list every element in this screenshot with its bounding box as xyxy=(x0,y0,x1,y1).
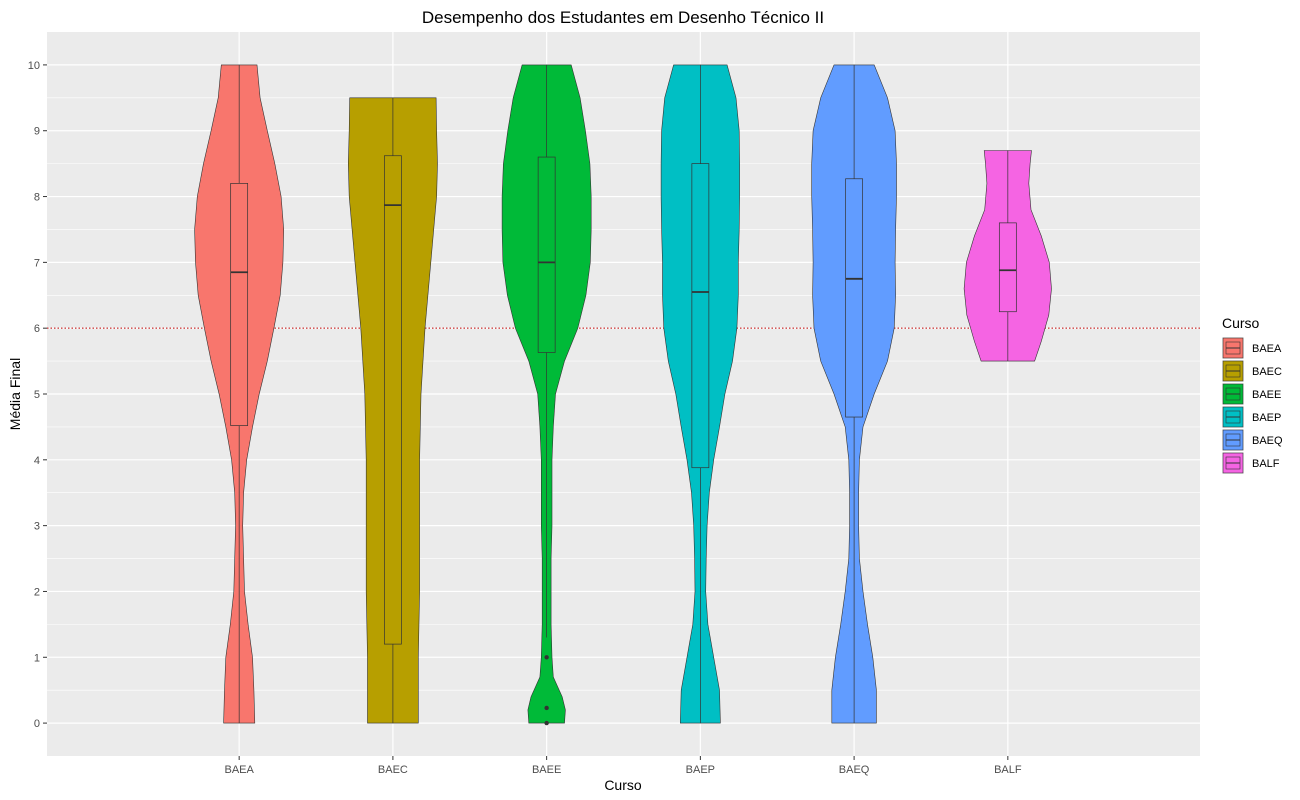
legend-label: BAEE xyxy=(1252,389,1281,401)
x-tick-label: BALF xyxy=(994,764,1022,776)
violins xyxy=(194,64,1052,726)
violin-baee xyxy=(501,64,592,726)
box xyxy=(691,163,710,469)
legend: Curso BAEA BAEC BAEE BAEP BAEQ BALF xyxy=(1222,315,1283,474)
y-tick-label: 6 xyxy=(34,323,40,335)
x-tick-label: BAEP xyxy=(686,764,715,776)
chart-title: Desempenho dos Estudantes em Desenho Téc… xyxy=(422,8,824,27)
legend-label: BAEQ xyxy=(1252,435,1283,447)
legend-label: BAEA xyxy=(1252,343,1282,355)
x-tick-label: BAEC xyxy=(378,764,408,776)
legend-key-baee: BAEE xyxy=(1222,383,1281,405)
box xyxy=(998,222,1017,313)
box xyxy=(537,156,556,353)
legend-label: BAEP xyxy=(1252,412,1281,424)
y-axis-title: Média Final xyxy=(7,358,23,430)
legend-title: Curso xyxy=(1222,315,1260,331)
y-axis-ticks: 0 1 2 3 4 5 6 7 8 9 10 xyxy=(28,60,47,730)
outlier-point xyxy=(544,705,549,711)
outlier-point xyxy=(544,720,549,726)
x-tick-label: BAEA xyxy=(224,764,254,776)
y-tick-label: 0 xyxy=(34,718,40,730)
legend-key-baeq: BAEQ xyxy=(1222,429,1283,451)
y-tick-label: 5 xyxy=(34,389,40,401)
legend-label: BALF xyxy=(1252,458,1280,470)
x-tick-label: BAEE xyxy=(532,764,561,776)
x-axis-title: Curso xyxy=(604,777,642,793)
x-axis-ticks: BAEA BAEC BAEE BAEP BAEQ BALF xyxy=(224,756,1022,776)
legend-label: BAEC xyxy=(1252,366,1282,378)
violin-baeq xyxy=(811,64,897,724)
y-tick-label: 7 xyxy=(34,257,40,269)
y-tick-label: 2 xyxy=(34,586,40,598)
violin-baea xyxy=(194,64,285,724)
box xyxy=(230,183,249,426)
violin-balf xyxy=(963,150,1052,362)
legend-key-baec: BAEC xyxy=(1222,360,1282,382)
y-tick-label: 9 xyxy=(34,126,40,138)
violin-baec xyxy=(347,97,438,724)
x-tick-label: BAEQ xyxy=(839,764,870,776)
y-tick-label: 1 xyxy=(34,652,40,664)
legend-key-baea: BAEA xyxy=(1222,337,1282,359)
y-tick-label: 3 xyxy=(34,521,40,533)
violin-baep xyxy=(660,64,740,724)
y-tick-label: 10 xyxy=(28,60,40,72)
box xyxy=(845,178,863,418)
box xyxy=(384,155,402,645)
y-tick-label: 8 xyxy=(34,192,40,204)
legend-key-balf: BALF xyxy=(1222,452,1280,474)
outlier-point xyxy=(544,655,549,660)
y-tick-label: 4 xyxy=(34,455,40,467)
legend-key-baep: BAEP xyxy=(1222,406,1281,428)
